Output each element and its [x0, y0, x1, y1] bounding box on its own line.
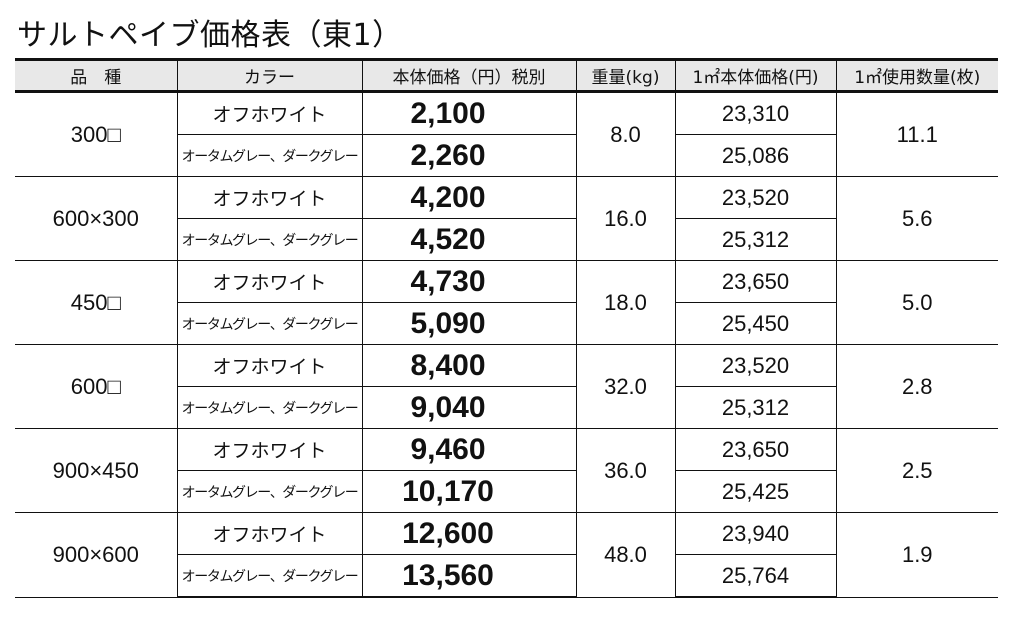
table-row: オータムグレー、ダークグレー 2,260 25,086	[15, 134, 998, 177]
unit-price-value: 23,650	[674, 428, 837, 471]
price-value: 13,560	[361, 554, 577, 598]
quantity-value: 5.0	[835, 260, 998, 345]
price-value: 9,040	[361, 386, 577, 429]
table-row: 450□ オフホワイト 4,730 18.0 23,650 5.0	[15, 260, 998, 345]
color-name: オフホワイト	[176, 260, 363, 303]
quantity-value: 11.1	[835, 91, 998, 177]
table-row: オータムグレー、ダークグレー 5,090 25,450	[15, 302, 998, 345]
unit-price-value: 23,310	[674, 91, 837, 135]
weight-value: 8.0	[575, 91, 676, 177]
header-kind: 品 種	[15, 58, 178, 93]
quantity-value: 5.6	[835, 176, 998, 261]
price-value: 4,730	[361, 260, 577, 303]
weight-value: 18.0	[575, 260, 676, 345]
color-name: オフホワイト	[176, 344, 363, 387]
price-value: 5,090	[361, 302, 577, 345]
quantity-value: 2.5	[835, 428, 998, 513]
unit-price-value: 25,450	[674, 302, 837, 345]
color-name: オータムグレー、ダークグレー	[176, 386, 363, 429]
product-kind: 300□	[15, 91, 178, 177]
unit-price-value: 23,520	[674, 344, 837, 387]
color-name: オフホワイト	[176, 176, 363, 219]
header-unit-price: 1㎡本体価格(円)	[674, 58, 837, 93]
table-row: オータムグレー、ダークグレー 4,520 25,312	[15, 218, 998, 261]
page-title: サルトペイブ価格表（東1）	[17, 18, 403, 53]
color-name: オフホワイト	[176, 428, 363, 471]
table-row: 300□ オフホワイト 2,100 8.0 23,310 11.1	[15, 91, 998, 177]
price-value: 2,100	[361, 91, 577, 135]
price-value: 2,260	[361, 134, 577, 177]
product-kind: 600×300	[15, 176, 178, 261]
quantity-value: 2.8	[835, 344, 998, 429]
product-kind: 900×450	[15, 428, 178, 513]
unit-price-value: 25,764	[674, 554, 837, 598]
table-row: 600×300 オフホワイト 4,200 16.0 23,520 5.6	[15, 176, 998, 261]
product-kind: 450□	[15, 260, 178, 345]
weight-value: 16.0	[575, 176, 676, 261]
price-value: 8,400	[361, 344, 577, 387]
quantity-value: 1.9	[835, 512, 998, 598]
table-row: 600□ オフホワイト 8,400 32.0 23,520 2.8	[15, 344, 998, 429]
price-value: 4,200	[361, 176, 577, 219]
table-header-row: 品 種 カラー 本体価格（円）税別 重量(kg) 1㎡本体価格(円) 1㎡使用数…	[15, 58, 998, 93]
price-value: 4,520	[361, 218, 577, 261]
price-value: 9,460	[361, 428, 577, 471]
header-quantity: 1㎡使用数量(枚)	[835, 58, 998, 93]
color-name: オータムグレー、ダークグレー	[176, 302, 363, 345]
color-name: オータムグレー、ダークグレー	[176, 554, 363, 598]
color-name: オータムグレー、ダークグレー	[176, 134, 363, 177]
unit-price-value: 25,312	[674, 386, 837, 429]
header-weight: 重量(kg)	[575, 58, 676, 93]
unit-price-value: 25,312	[674, 218, 837, 261]
table-row: オータムグレー、ダークグレー 9,040 25,312	[15, 386, 998, 429]
color-name: オータムグレー、ダークグレー	[176, 470, 363, 513]
weight-value: 32.0	[575, 344, 676, 429]
product-kind: 600□	[15, 344, 178, 429]
header-color: カラー	[176, 58, 363, 93]
price-value: 12,600	[361, 512, 577, 555]
price-table: 品 種 カラー 本体価格（円）税別 重量(kg) 1㎡本体価格(円) 1㎡使用数…	[15, 58, 998, 598]
table-row: オータムグレー、ダークグレー 13,560 25,764	[15, 554, 998, 598]
table-row: 900×450 オフホワイト 9,460 36.0 23,650 2.5	[15, 428, 998, 513]
header-price: 本体価格（円）税別	[361, 58, 577, 93]
product-kind: 900×600	[15, 512, 178, 598]
unit-price-value: 23,650	[674, 260, 837, 303]
unit-price-value: 23,940	[674, 512, 837, 555]
price-value: 10,170	[361, 470, 577, 513]
unit-price-value: 23,520	[674, 176, 837, 219]
weight-value: 36.0	[575, 428, 676, 513]
table-row: 900×600 オフホワイト 12,600 48.0 23,940 1.9	[15, 512, 998, 598]
unit-price-value: 25,425	[674, 470, 837, 513]
unit-price-value: 25,086	[674, 134, 837, 177]
weight-value: 48.0	[575, 512, 676, 598]
color-name: オータムグレー、ダークグレー	[176, 218, 363, 261]
color-name: オフホワイト	[176, 91, 363, 135]
color-name: オフホワイト	[176, 512, 363, 555]
